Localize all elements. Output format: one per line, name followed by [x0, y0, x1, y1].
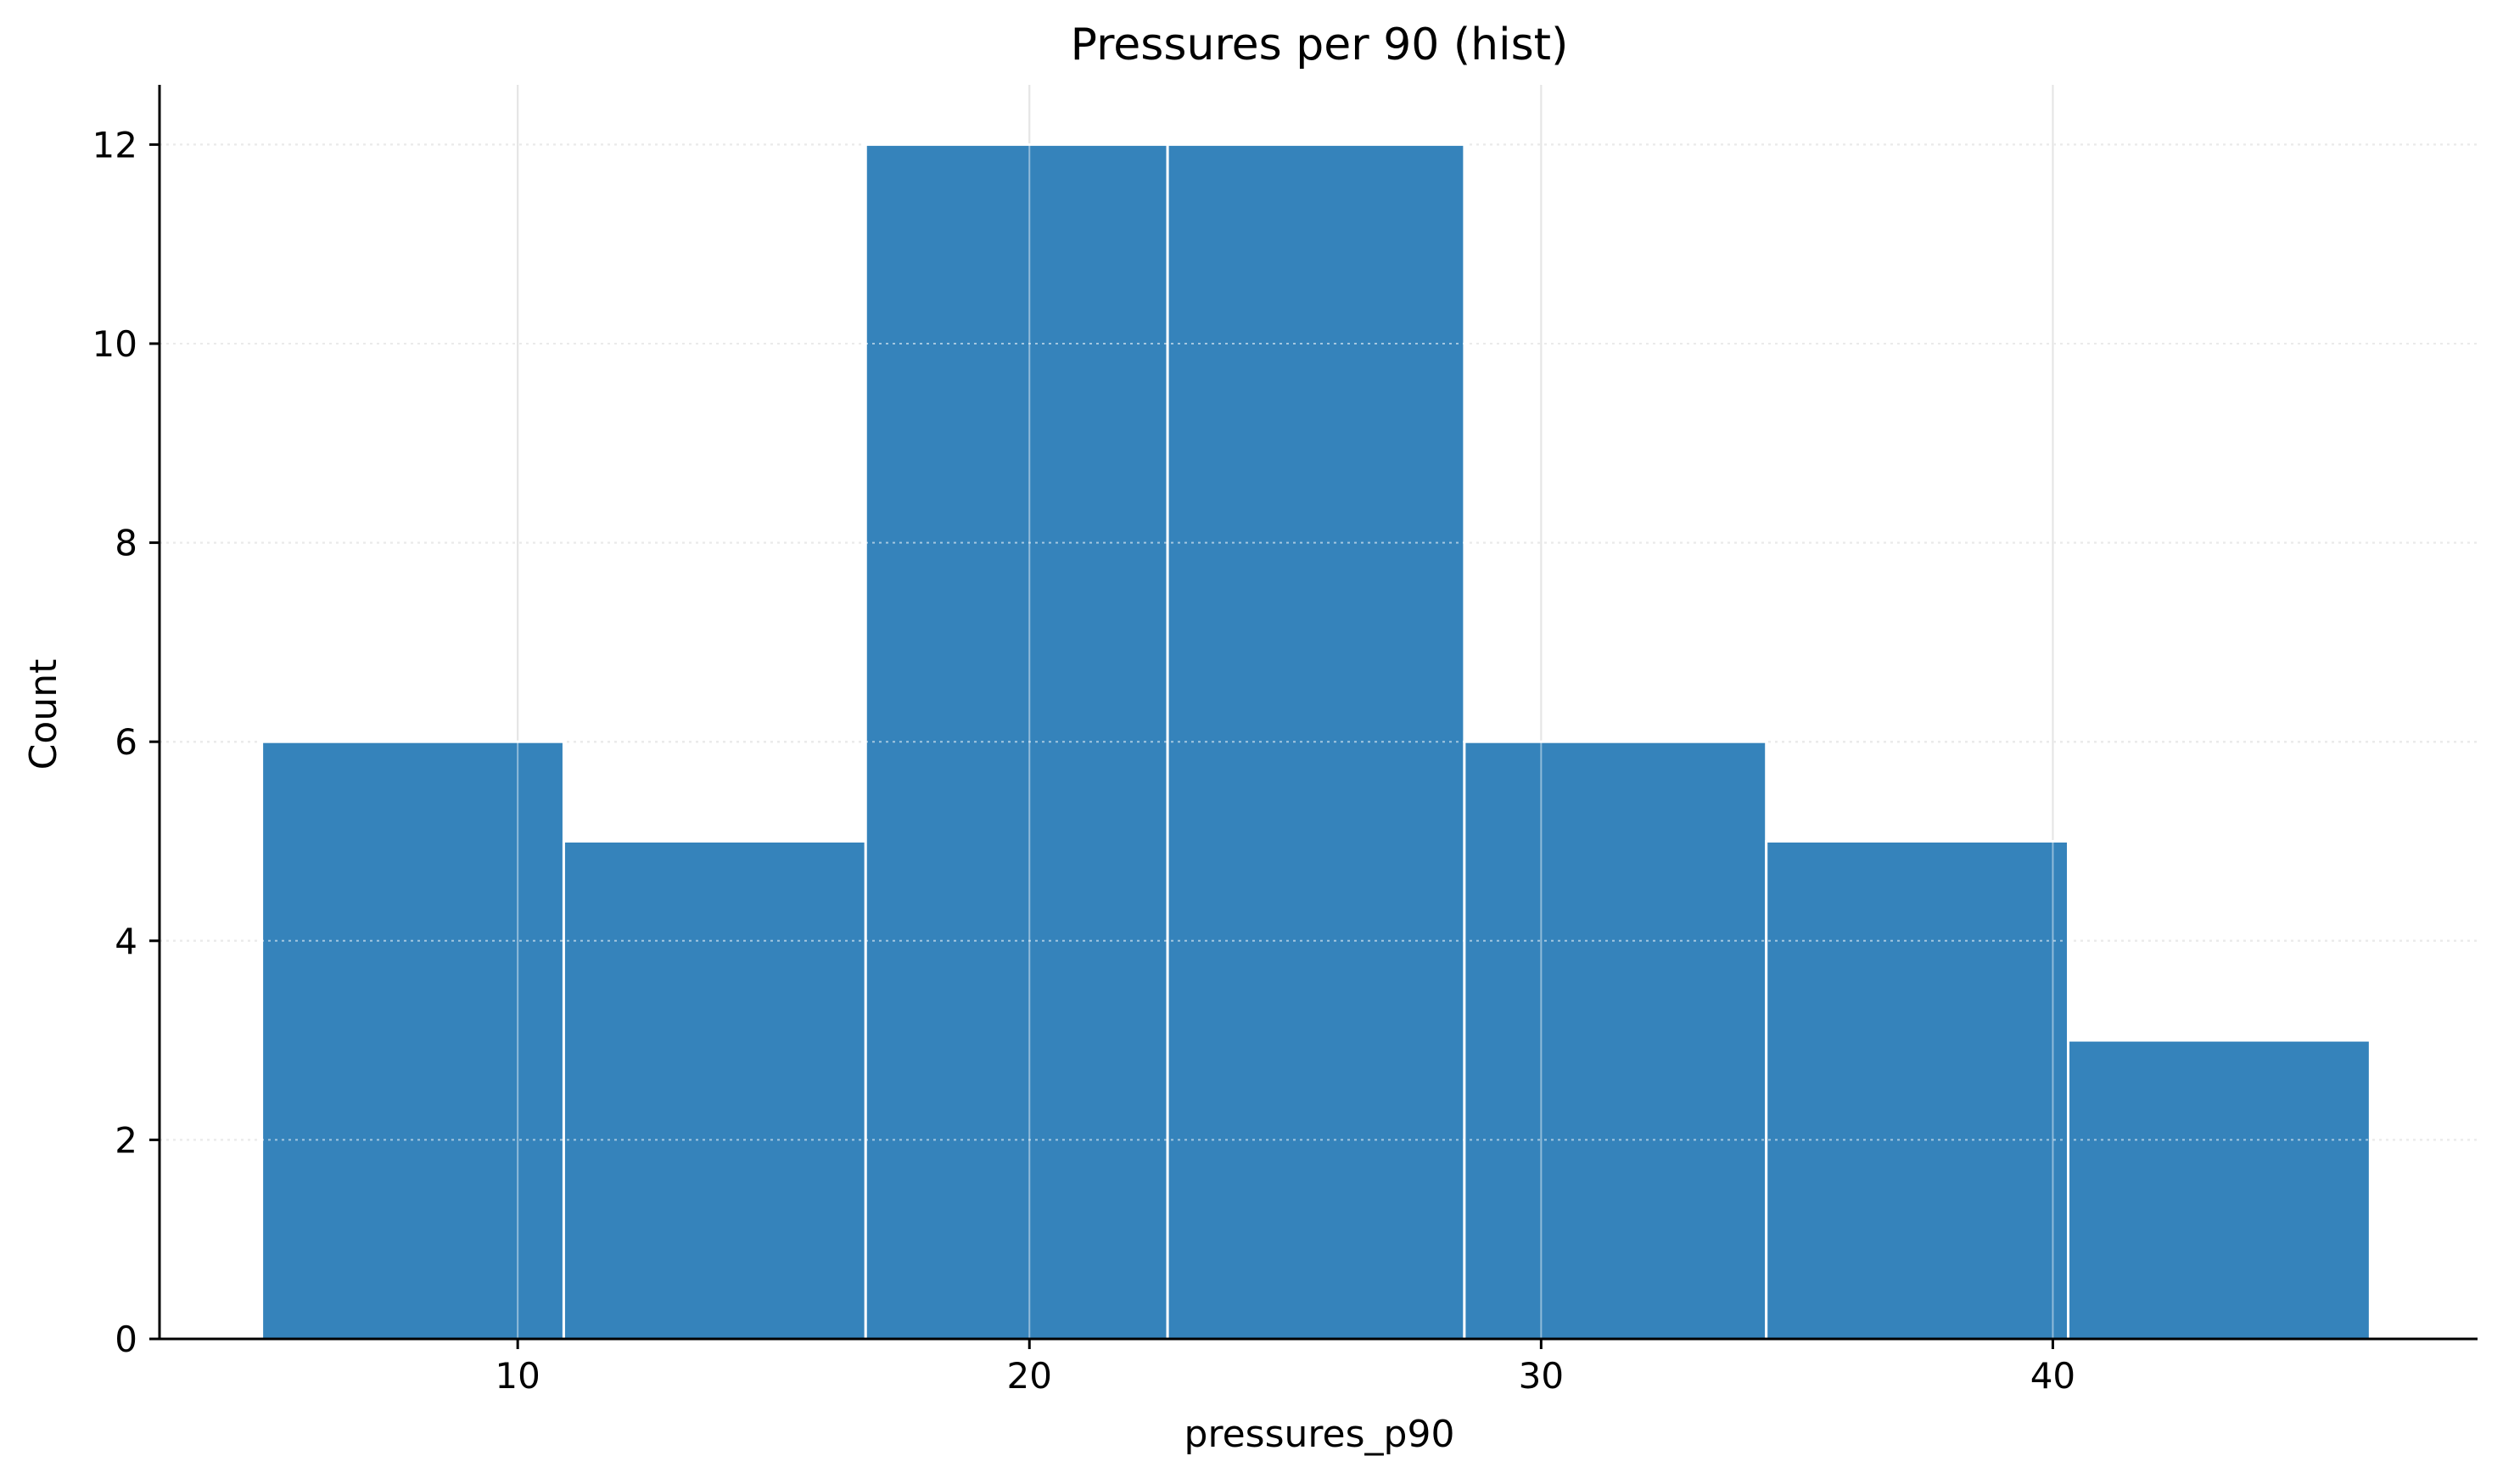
y-tick-label: 8	[115, 523, 137, 564]
y-tick-label: 0	[115, 1319, 137, 1360]
chart-title: Pressures per 90 (hist)	[1071, 20, 1569, 70]
x-tick-label: 40	[2030, 1355, 2075, 1397]
x-axis-ticks: 10 20 30 40	[495, 1339, 2075, 1397]
y-tick-label: 10	[92, 323, 137, 365]
y-tick-label: 6	[115, 721, 137, 763]
histogram-bar	[2067, 1039, 2371, 1341]
y-tick-label: 12	[92, 124, 137, 165]
histogram-bar	[1765, 839, 2070, 1341]
y-tick-label: 4	[115, 921, 137, 962]
y-axis-label: Count	[22, 659, 65, 770]
y-axis-ticks: 0 2 4 6 8 10 12	[92, 124, 160, 1360]
x-tick-label: 20	[1007, 1355, 1052, 1397]
y-tick-label: 2	[115, 1119, 137, 1161]
x-tick-label: 10	[495, 1355, 540, 1397]
histogram-bar	[1463, 740, 1768, 1341]
histogram-bar	[562, 839, 867, 1341]
x-gridlines-overlay	[517, 85, 2054, 1339]
x-axis-label: pressures_p90	[1184, 1413, 1455, 1456]
x-tick-label: 30	[1519, 1355, 1564, 1397]
